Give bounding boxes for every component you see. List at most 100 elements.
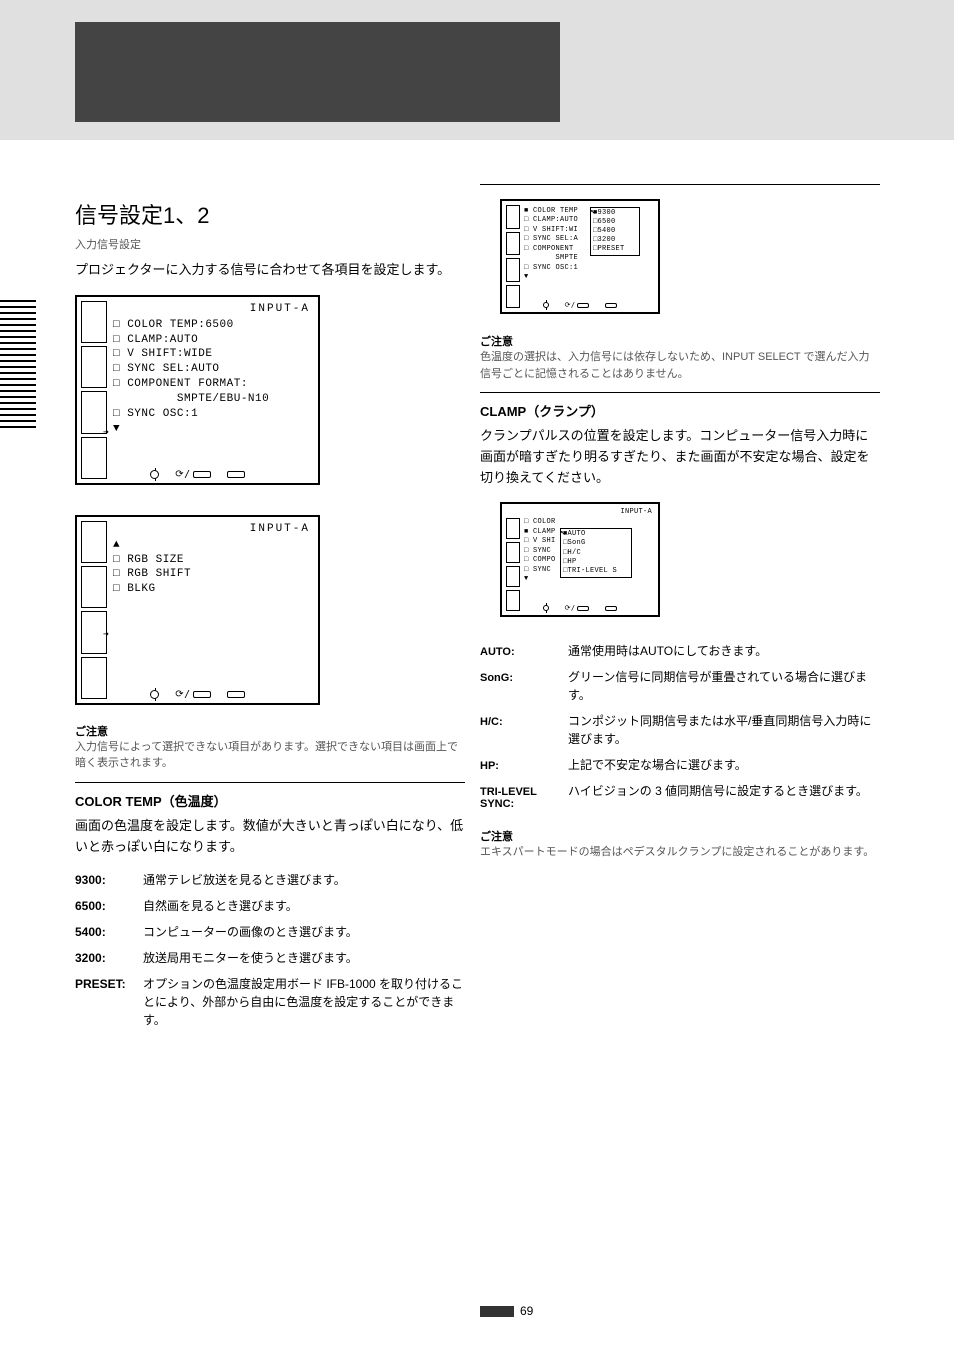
table-row: 5400:コンピューターの画像のとき選びます。 (75, 923, 465, 941)
table-row: 9300:通常テレビ放送を見るとき選びます。 (75, 871, 465, 889)
divider (480, 392, 880, 393)
osd-colortemp-sub: ■ COLOR TEMP□ CLAMP:AUTO□ V SHIFT:WI□ SY… (500, 199, 660, 314)
adjust-icon (543, 605, 549, 611)
binding-hash (0, 300, 40, 500)
osd-input-label: INPUT-A (113, 303, 314, 315)
section-subtitle: 入力信号設定 (75, 236, 465, 252)
note-label: ご注意 (480, 828, 880, 844)
osd-menu-line: ▼ (524, 273, 654, 282)
colortemp-heading: COLOR TEMP（色温度） (75, 791, 465, 810)
table-key: HP: (480, 760, 568, 772)
osd-sublist: ■AUTO□SonG□H/C□HP□TRI-LEVEL S (560, 528, 632, 577)
osd-sub-option: □5400 (593, 227, 637, 236)
clamp-heading: CLAMP（クランプ） (480, 401, 880, 420)
table-value: ハイビジョンの 3 値同期信号に設定するとき選びます。 (568, 782, 880, 800)
adjust-icon (150, 690, 159, 699)
osd-menu-line: □ COLOR TEMP:6500 (113, 318, 314, 333)
table-key: SonG: (480, 672, 568, 684)
divider (480, 184, 880, 185)
table-key: AUTO: (480, 646, 568, 658)
table-value: コンポジット同期信号または水平/垂直同期信号入力時に選びます。 (568, 712, 880, 748)
menu-icon (227, 691, 245, 698)
enter-icon: ⟳/ (565, 604, 590, 612)
cursor-arrow-icon: ↖ (560, 528, 566, 538)
table-row: 6500:自然画を見るとき選びます。 (75, 897, 465, 915)
osd-menu-line: □ SYNC SEL:AUTO (113, 362, 314, 377)
table-value: コンピューターの画像のとき選びます。 (143, 923, 465, 941)
osd-sub-option: □6500 (593, 218, 637, 227)
pointer-arrow-icon: ➔ (103, 427, 110, 439)
osd-input-label: INPUT-A (113, 523, 314, 535)
osd-footer: ⟳/ (77, 689, 318, 700)
table-row: HP:上記で不安定な場合に選びます。 (480, 756, 880, 774)
table-value: 通常テレビ放送を見るとき選びます。 (143, 871, 465, 889)
enter-icon: ⟳/ (175, 689, 210, 700)
table-key: H/C: (480, 716, 568, 728)
table-row: PRESET:オプションの色温度設定用ボード IFB-1000 を取り付けること… (75, 975, 465, 1029)
intro-body: プロジェクターに入力する信号に合わせて各項目を設定します。 (75, 260, 465, 281)
table-key: TRI-LEVEL SYNC: (480, 786, 568, 810)
table-value: 通常使用時はAUTOにしておきます。 (568, 642, 880, 660)
osd-input-label: INPUT-A (506, 508, 654, 516)
header-band-inner (75, 22, 560, 122)
note-label: ご注意 (75, 723, 465, 739)
osd-menu-line: □ COMPONENT FORMAT: (113, 377, 314, 392)
note-body: 入力信号によって選択できない項目があります。選択できない項目は画面上で暗く表示さ… (75, 739, 465, 772)
clamp-body: クランプパルスの位置を設定します。コンピューター信号入力時に画面が暗すぎたり明る… (480, 426, 880, 488)
table-key: PRESET: (75, 977, 143, 991)
menu-icon (227, 471, 245, 478)
page-number-mark (480, 1306, 514, 1317)
menu-icon (605, 303, 617, 308)
note-body: 色温度の選択は、入力信号には依存しないため、INPUT SELECT で選んだ入… (480, 349, 880, 382)
osd-menu-line: ▼ (113, 422, 314, 437)
osd-footer: ⟳/ (502, 604, 658, 612)
page-number: 69 (480, 1304, 533, 1318)
osd-footer: ⟳/ (77, 469, 318, 480)
table-value: オプションの色温度設定用ボード IFB-1000 を取り付けることにより、外部か… (143, 975, 465, 1029)
osd-sub-option: □SonG (563, 539, 629, 548)
osd-menu-line: □ RGB SIZE (113, 553, 314, 568)
osd-sub-option: ■9300 (593, 209, 637, 218)
osd-sub-option: ■AUTO (563, 530, 629, 539)
table-value: 自然画を見るとき選びます。 (143, 897, 465, 915)
enter-icon: ⟳/ (565, 301, 590, 309)
table-key: 5400: (75, 925, 143, 939)
table-row: 3200:放送局用モニターを使うとき選びます。 (75, 949, 465, 967)
osd-menu-line: □ COLOR (524, 518, 654, 527)
enter-icon: ⟳/ (175, 469, 210, 480)
osd-footer: ⟳/ (502, 301, 658, 309)
table-key: 6500: (75, 899, 143, 913)
table-key: 9300: (75, 873, 143, 887)
page-number-value: 69 (520, 1304, 533, 1318)
osd-menu-line: □ SYNC OSC:1 (113, 407, 314, 422)
osd-sub-option: □TRI-LEVEL S (563, 567, 629, 576)
clamp-note-body: エキスパートモードの場合はペデスタルクランプに設定されることがあります。 (480, 844, 880, 861)
osd-menu-line: □ BLKG (113, 582, 314, 597)
osd-sub-option: □3200 (593, 236, 637, 245)
osd-menu-line: □ SYNC OSC:1 (524, 264, 654, 273)
colortemp-body: 画面の色温度を設定します。数値が大きいと青っぽい白になり、低いと赤っぽい白になり… (75, 816, 465, 858)
osd-menu-line: □ RGB SHIFT (113, 567, 314, 582)
table-row: SonG:グリーン信号に同期信号が重畳されている場合に選びます。 (480, 668, 880, 704)
osd-sub-option: □H/C (563, 549, 629, 558)
adjust-icon (150, 470, 159, 479)
osd-sublist: ■9300□6500□5400□3200□PRESET (590, 207, 640, 256)
adjust-icon (543, 302, 549, 308)
osd-menu-line: SMPTE/EBU-N10 (113, 392, 314, 407)
osd-sub-option: □PRESET (593, 245, 637, 254)
osd-page-2: ➔ INPUT-A ▲□ RGB SIZE□ RGB SHIFT□ BLKG ⟳… (75, 515, 320, 705)
table-value: 上記で不安定な場合に選びます。 (568, 756, 880, 774)
table-row: AUTO:通常使用時はAUTOにしておきます。 (480, 642, 880, 660)
table-row: TRI-LEVEL SYNC:ハイビジョンの 3 値同期信号に設定するとき選びま… (480, 782, 880, 810)
osd-menu-line: □ CLAMP:AUTO (113, 333, 314, 348)
osd-menu-line: □ V SHIFT:WIDE (113, 347, 314, 362)
cursor-arrow-icon: ↖ (590, 207, 596, 217)
table-row: H/C:コンポジット同期信号または水平/垂直同期信号入力時に選びます。 (480, 712, 880, 748)
table-value: 放送局用モニターを使うとき選びます。 (143, 949, 465, 967)
osd-sub-option: □HP (563, 558, 629, 567)
osd-page-1: ➔ INPUT-A □ COLOR TEMP:6500□ CLAMP:AUTO□… (75, 295, 320, 485)
table-key: 3200: (75, 951, 143, 965)
table-value: グリーン信号に同期信号が重畳されている場合に選びます。 (568, 668, 880, 704)
menu-icon (605, 606, 617, 611)
section-title: 信号設定1、2 (75, 198, 465, 230)
